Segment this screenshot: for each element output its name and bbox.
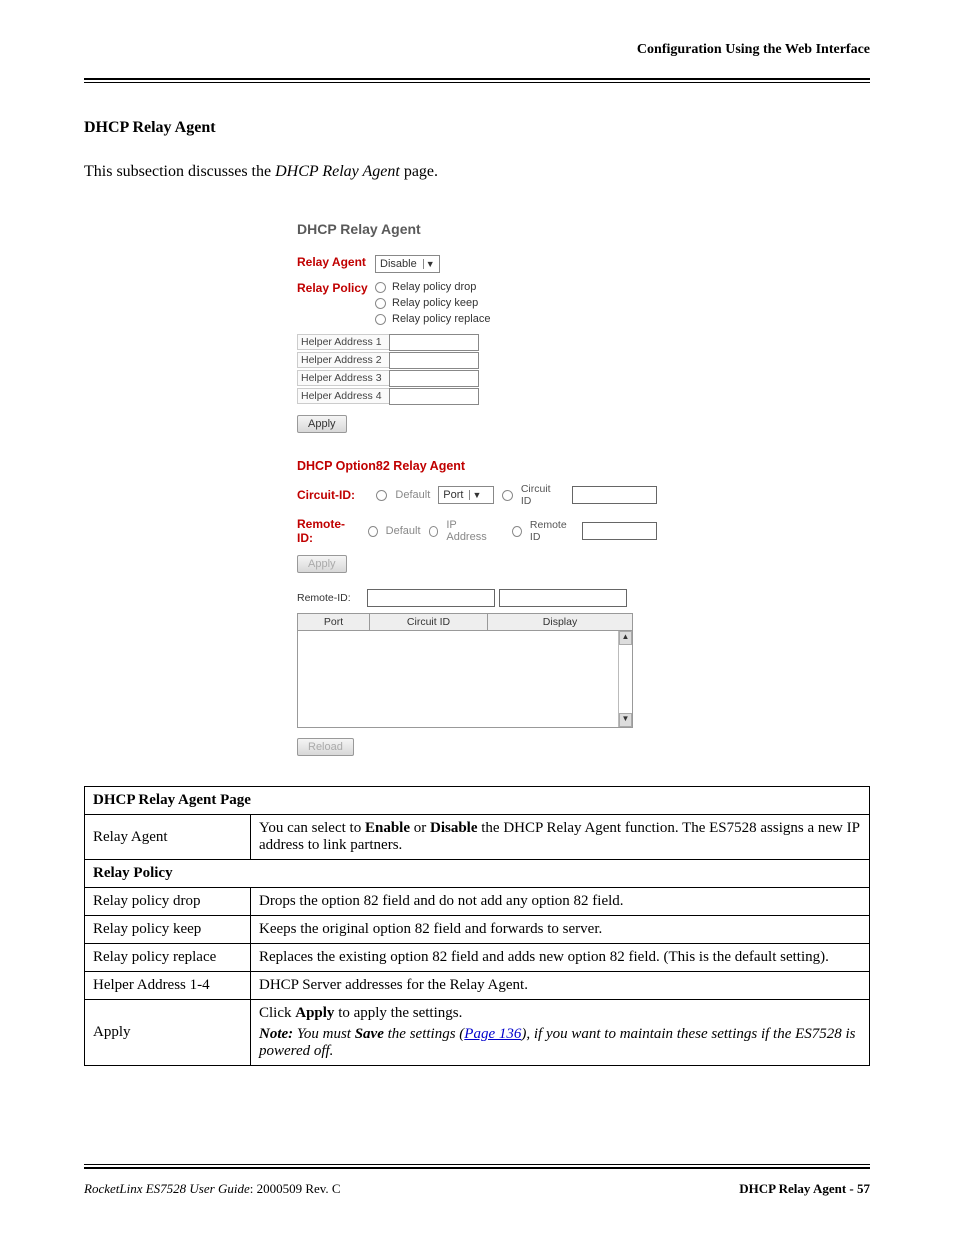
radio-icon[interactable] [376, 490, 387, 501]
th-display: Display [488, 614, 632, 630]
scroll-up-icon[interactable]: ▲ [619, 631, 632, 645]
apply-button[interactable]: Apply [297, 415, 347, 433]
remote-id-input[interactable] [582, 522, 657, 540]
circuit-id-label: Circuit-ID: [297, 488, 368, 502]
relay-agent-label: Relay Agent [297, 255, 375, 269]
radio-icon[interactable] [368, 526, 378, 537]
cell-label: Relay policy keep [85, 916, 251, 944]
helper-label: Helper Address 1 [297, 334, 389, 350]
port-select[interactable]: Port ▼ [438, 486, 494, 504]
cell-label: Apply [85, 1000, 251, 1066]
ui-panel-title: DHCP Relay Agent [297, 221, 657, 237]
header-right: Configuration Using the Web Interface [84, 42, 870, 58]
txt: RocketLinx ES7528 User Guide [84, 1181, 250, 1196]
txt: or [410, 820, 430, 836]
cell-desc: Keeps the original option 82 field and f… [251, 916, 870, 944]
description-table: DHCP Relay Agent Page Relay Agent You ca… [84, 786, 870, 1066]
cell-desc: Click Apply to apply the settings. Note:… [251, 1000, 870, 1066]
remote-id-label: Remote-ID: [297, 517, 360, 545]
txt: the settings ( [384, 1026, 464, 1042]
remote-id-text: Remote ID [530, 519, 574, 543]
intro-italic: DHCP Relay Agent [275, 163, 400, 180]
footer: RocketLinx ES7528 User Guide: 2000509 Re… [84, 1164, 870, 1197]
cell-label: Relay policy replace [85, 944, 251, 972]
txt: : 2000509 Rev. C [250, 1181, 341, 1196]
intro-text: This subsection discusses the DHCP Relay… [84, 163, 870, 181]
cell-label: Helper Address 1-4 [85, 972, 251, 1000]
txt-bold: Save [355, 1026, 384, 1042]
chevron-down-icon: ▼ [469, 490, 483, 500]
helper-input-4[interactable] [389, 388, 479, 405]
cell-desc: Drops the option 82 field and do not add… [251, 888, 870, 916]
txt: Click [259, 1005, 295, 1021]
txt: You can select to [259, 820, 365, 836]
footer-left: RocketLinx ES7528 User Guide: 2000509 Re… [84, 1181, 341, 1197]
radio-icon[interactable] [429, 526, 439, 537]
radio-label: Relay policy keep [392, 297, 478, 309]
radio-icon[interactable] [512, 526, 522, 537]
radio-policy-replace[interactable]: Relay policy replace [375, 313, 490, 325]
radio-policy-drop[interactable]: Relay policy drop [375, 281, 490, 293]
page-link[interactable]: Page 136 [464, 1026, 521, 1042]
table-heading: DHCP Relay Agent Page [85, 787, 870, 815]
rule [84, 1167, 870, 1169]
port-select-value: Port [443, 489, 463, 501]
relay-agent-select[interactable]: Disable ▼ [375, 255, 440, 273]
cell-subhead: Relay Policy [85, 860, 870, 888]
th-port: Port [298, 614, 370, 630]
helper-table: Helper Address 1 Helper Address 2 Helper… [297, 333, 657, 405]
apply-button-disabled: Apply [297, 555, 347, 573]
remote-id-row-label: Remote-ID: [297, 592, 363, 604]
reload-button: Reload [297, 738, 354, 756]
default-label: Default [395, 489, 430, 501]
circuit-id-input[interactable] [572, 486, 657, 504]
txt: You must [293, 1026, 355, 1042]
circuit-id-text: Circuit ID [521, 483, 564, 507]
cell-label: Relay policy drop [85, 888, 251, 916]
cell-label: Relay Agent [85, 815, 251, 860]
ip-address-label: IP Address [446, 519, 492, 543]
cell-desc: You can select to Enable or Disable the … [251, 815, 870, 860]
scrollbar[interactable]: ▲ ▼ [618, 631, 632, 727]
option82-title: DHCP Option82 Relay Agent [297, 459, 657, 473]
chevron-down-icon: ▼ [423, 259, 437, 269]
intro-post: page. [400, 163, 438, 180]
txt-bold: Apply [295, 1005, 334, 1021]
helper-label: Helper Address 3 [297, 370, 389, 386]
rule [84, 78, 870, 80]
radio-icon [375, 298, 386, 309]
footer-right: DHCP Relay Agent - 57 [739, 1181, 870, 1197]
th-circuit: Circuit ID [370, 614, 488, 630]
helper-input-1[interactable] [389, 334, 479, 351]
display-table: Port Circuit ID Display ▲ ▼ [297, 613, 633, 728]
rule [84, 1164, 870, 1165]
scroll-down-icon[interactable]: ▼ [619, 713, 632, 727]
section-title: DHCP Relay Agent [84, 119, 870, 137]
ui-screenshot: DHCP Relay Agent Relay Agent Disable ▼ R… [297, 209, 657, 756]
txt: to apply the settings. [334, 1005, 462, 1021]
radio-label: Relay policy drop [392, 281, 476, 293]
radio-icon [375, 314, 386, 325]
default-label: Default [386, 525, 421, 537]
helper-input-3[interactable] [389, 370, 479, 387]
radio-label: Relay policy replace [392, 313, 490, 325]
remote-id-field-2[interactable] [499, 589, 627, 607]
intro-pre: This subsection discusses the [84, 163, 275, 180]
radio-icon [375, 282, 386, 293]
cell-desc: DHCP Server addresses for the Relay Agen… [251, 972, 870, 1000]
rule [84, 82, 870, 83]
helper-label: Helper Address 2 [297, 352, 389, 368]
radio-policy-keep[interactable]: Relay policy keep [375, 297, 490, 309]
relay-agent-value: Disable [380, 258, 417, 270]
note-label: Note: [259, 1026, 293, 1042]
radio-icon[interactable] [502, 490, 513, 501]
cell-desc: Replaces the existing option 82 field an… [251, 944, 870, 972]
txt-bold: Enable [365, 820, 410, 836]
txt-bold: Disable [430, 820, 478, 836]
helper-input-2[interactable] [389, 352, 479, 369]
relay-policy-label: Relay Policy [297, 281, 375, 295]
remote-id-field-1[interactable] [367, 589, 495, 607]
helper-label: Helper Address 4 [297, 388, 389, 404]
